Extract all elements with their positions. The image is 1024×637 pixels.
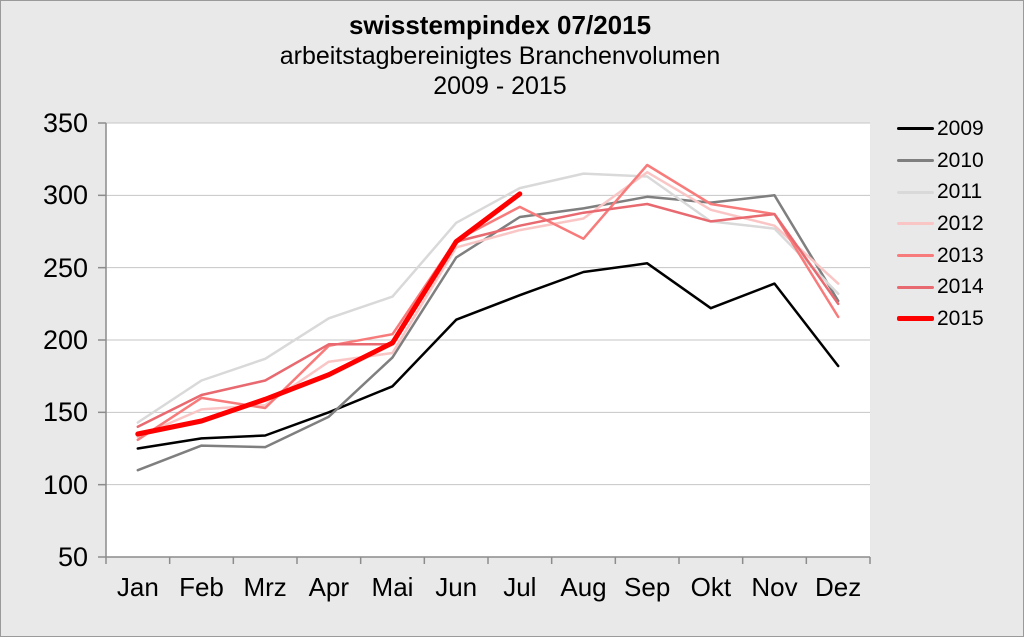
legend-swatch-2015 <box>897 316 934 322</box>
legend-swatch-2013 <box>897 254 934 258</box>
chart-title: swisstempindex 07/2015 <box>348 10 652 40</box>
x-axis-label-okt: Okt <box>690 572 732 602</box>
y-axis-label-100: 100 <box>42 469 88 500</box>
y-axis-label-350: 350 <box>42 108 88 138</box>
x-axis-label-jan: Jan <box>116 572 159 602</box>
series-line-2014 <box>136 202 840 429</box>
x-axis-label-mai: Mai <box>371 572 414 602</box>
legend-label-2015: 2015 <box>937 306 984 330</box>
legend-item-2010: 2010 <box>897 145 1022 177</box>
chart-subtitle: arbeitstagbereinigtes Branchenvolumen <box>279 42 721 70</box>
y-axis-label-200: 200 <box>42 325 88 355</box>
series-line-2015 <box>135 191 523 437</box>
legend-label-2014: 2014 <box>937 275 984 299</box>
x-axis-label-feb: Feb <box>179 572 224 602</box>
chart-subtitle-years: 2009 - 2015 <box>433 72 567 100</box>
legend-item-2013: 2013 <box>897 240 1022 272</box>
legend-item-2009: 2009 <box>897 113 1022 145</box>
x-axis-label-nov: Nov <box>751 572 798 602</box>
y-axis-label-50: 50 <box>57 542 88 572</box>
series-line-2013 <box>136 163 840 442</box>
x-axis-label-mrz: Mrz <box>243 572 287 602</box>
series-line-2011 <box>136 172 840 424</box>
legend-label-2012: 2012 <box>937 211 984 235</box>
chart-title-block: swisstempindex 07/2015 arbeitstagbereini… <box>0 10 1000 101</box>
legend-label-2013: 2013 <box>937 243 984 267</box>
x-axis-label-aug: Aug <box>560 572 607 602</box>
x-axis-label-jun: Jun <box>435 572 478 602</box>
x-axis-label-jul: Jul <box>503 572 537 602</box>
x-axis-label-sep: Sep <box>624 572 671 602</box>
series-line-2010 <box>136 194 840 472</box>
legend-item-2014: 2014 <box>897 271 1022 303</box>
y-axis-label-250: 250 <box>42 252 88 283</box>
x-axis-label-dez: Dez <box>815 572 862 602</box>
legend-item-2012: 2012 <box>897 208 1022 240</box>
y-axis-label-150: 150 <box>42 397 88 428</box>
legend-item-2015: 2015 <box>897 303 1022 335</box>
series-line-2009 <box>136 262 840 450</box>
legend-label-2011: 2011 <box>937 180 983 204</box>
legend-label-2009: 2009 <box>937 116 984 140</box>
legend-item-2011: 2011 <box>897 176 1022 208</box>
x-axis-label-apr: Apr <box>308 572 350 602</box>
legend-swatch-2011 <box>897 190 934 194</box>
legend-swatch-2010 <box>897 159 934 163</box>
chart-legend: 2009 2010 2011 2012 2013 2014 2015 <box>897 113 1022 335</box>
legend-swatch-2012 <box>897 222 934 226</box>
legend-swatch-2014 <box>897 285 934 289</box>
legend-swatch-2009 <box>897 127 934 131</box>
legend-label-2010: 2010 <box>937 148 984 172</box>
y-axis-label-300: 300 <box>42 180 88 211</box>
